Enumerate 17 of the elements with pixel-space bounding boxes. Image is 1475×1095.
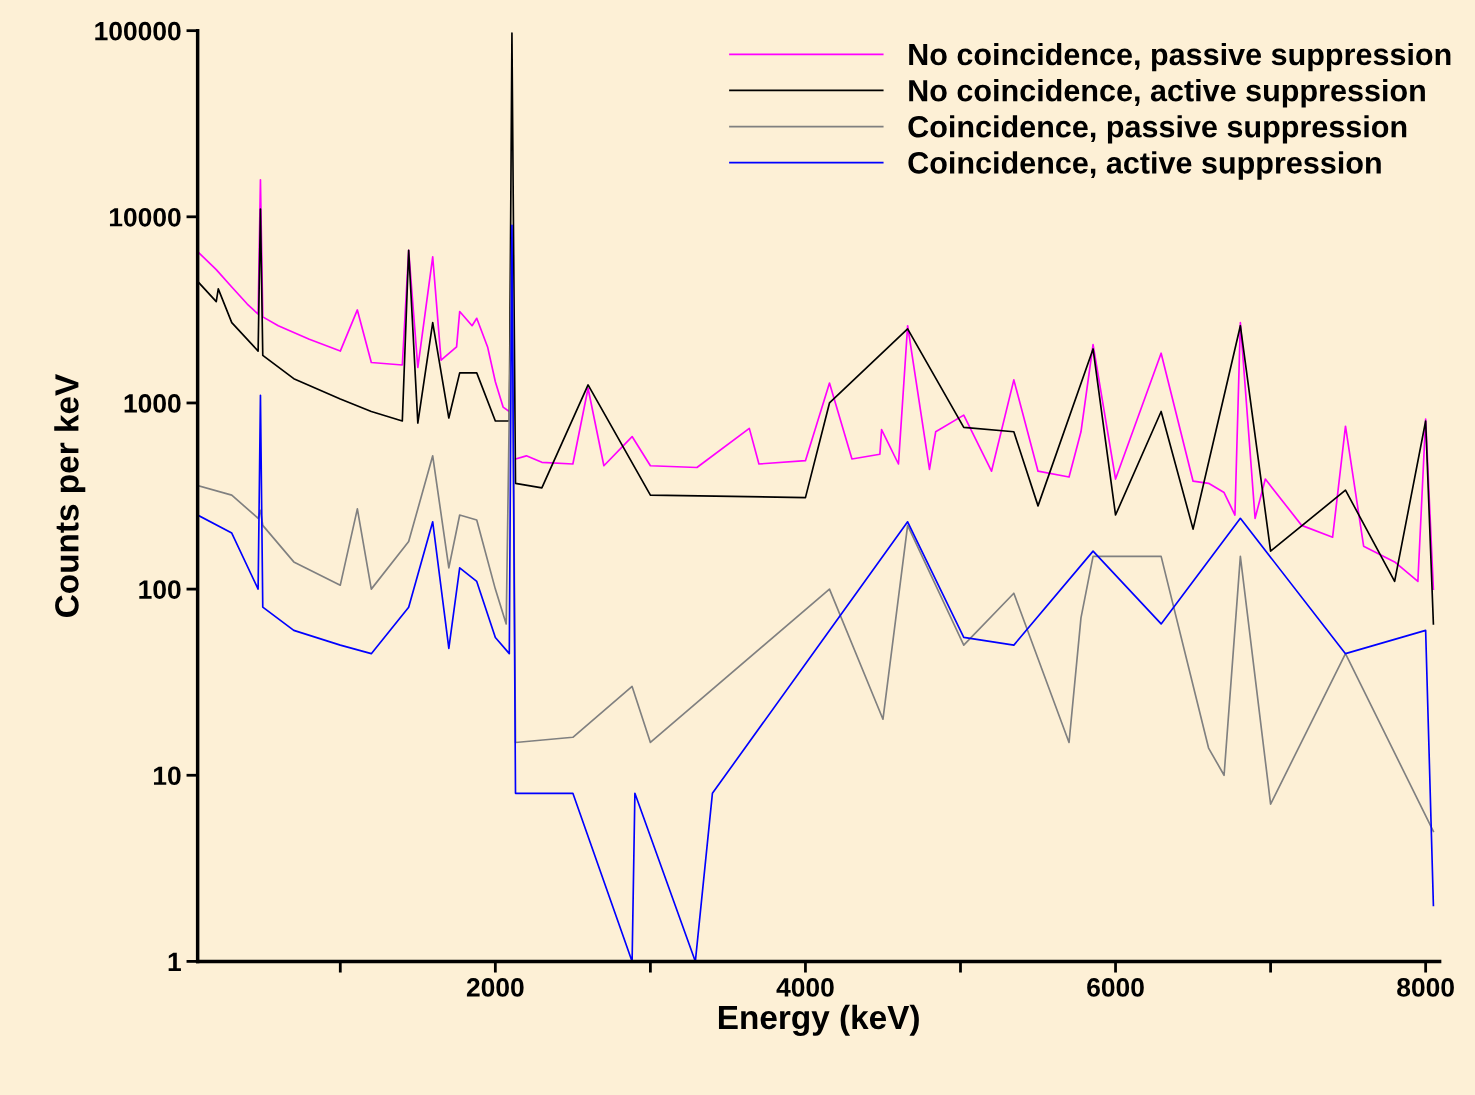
legend-label: No coincidence, passive suppression [909, 42, 1451, 72]
legend-label: Coincidence, passive suppression [908, 115, 1407, 144]
legend-label: Coincidence, active suppression [908, 151, 1381, 180]
y-tick-label: 10 [153, 766, 181, 786]
x-axis-title: Energy (keV) [718, 1004, 919, 1036]
x-tick-label: 6000 [1087, 978, 1144, 997]
x-tick-label: 2000 [466, 978, 524, 997]
x-tick-label: 8000 [1397, 978, 1454, 997]
y-tick-label: 10000 [109, 207, 181, 227]
y-tick-label: 100000 [95, 21, 181, 41]
x-tick-label: 4000 [776, 978, 834, 997]
y-axis-title: Counts per keV [54, 374, 86, 617]
y-tick-label: 100 [139, 580, 181, 599]
legend-label: No coincidence, active suppression [909, 79, 1425, 108]
line-series [197, 224, 1435, 962]
y-tick-label: 1000 [124, 394, 181, 413]
y-tick-label: 1 [168, 952, 181, 971]
